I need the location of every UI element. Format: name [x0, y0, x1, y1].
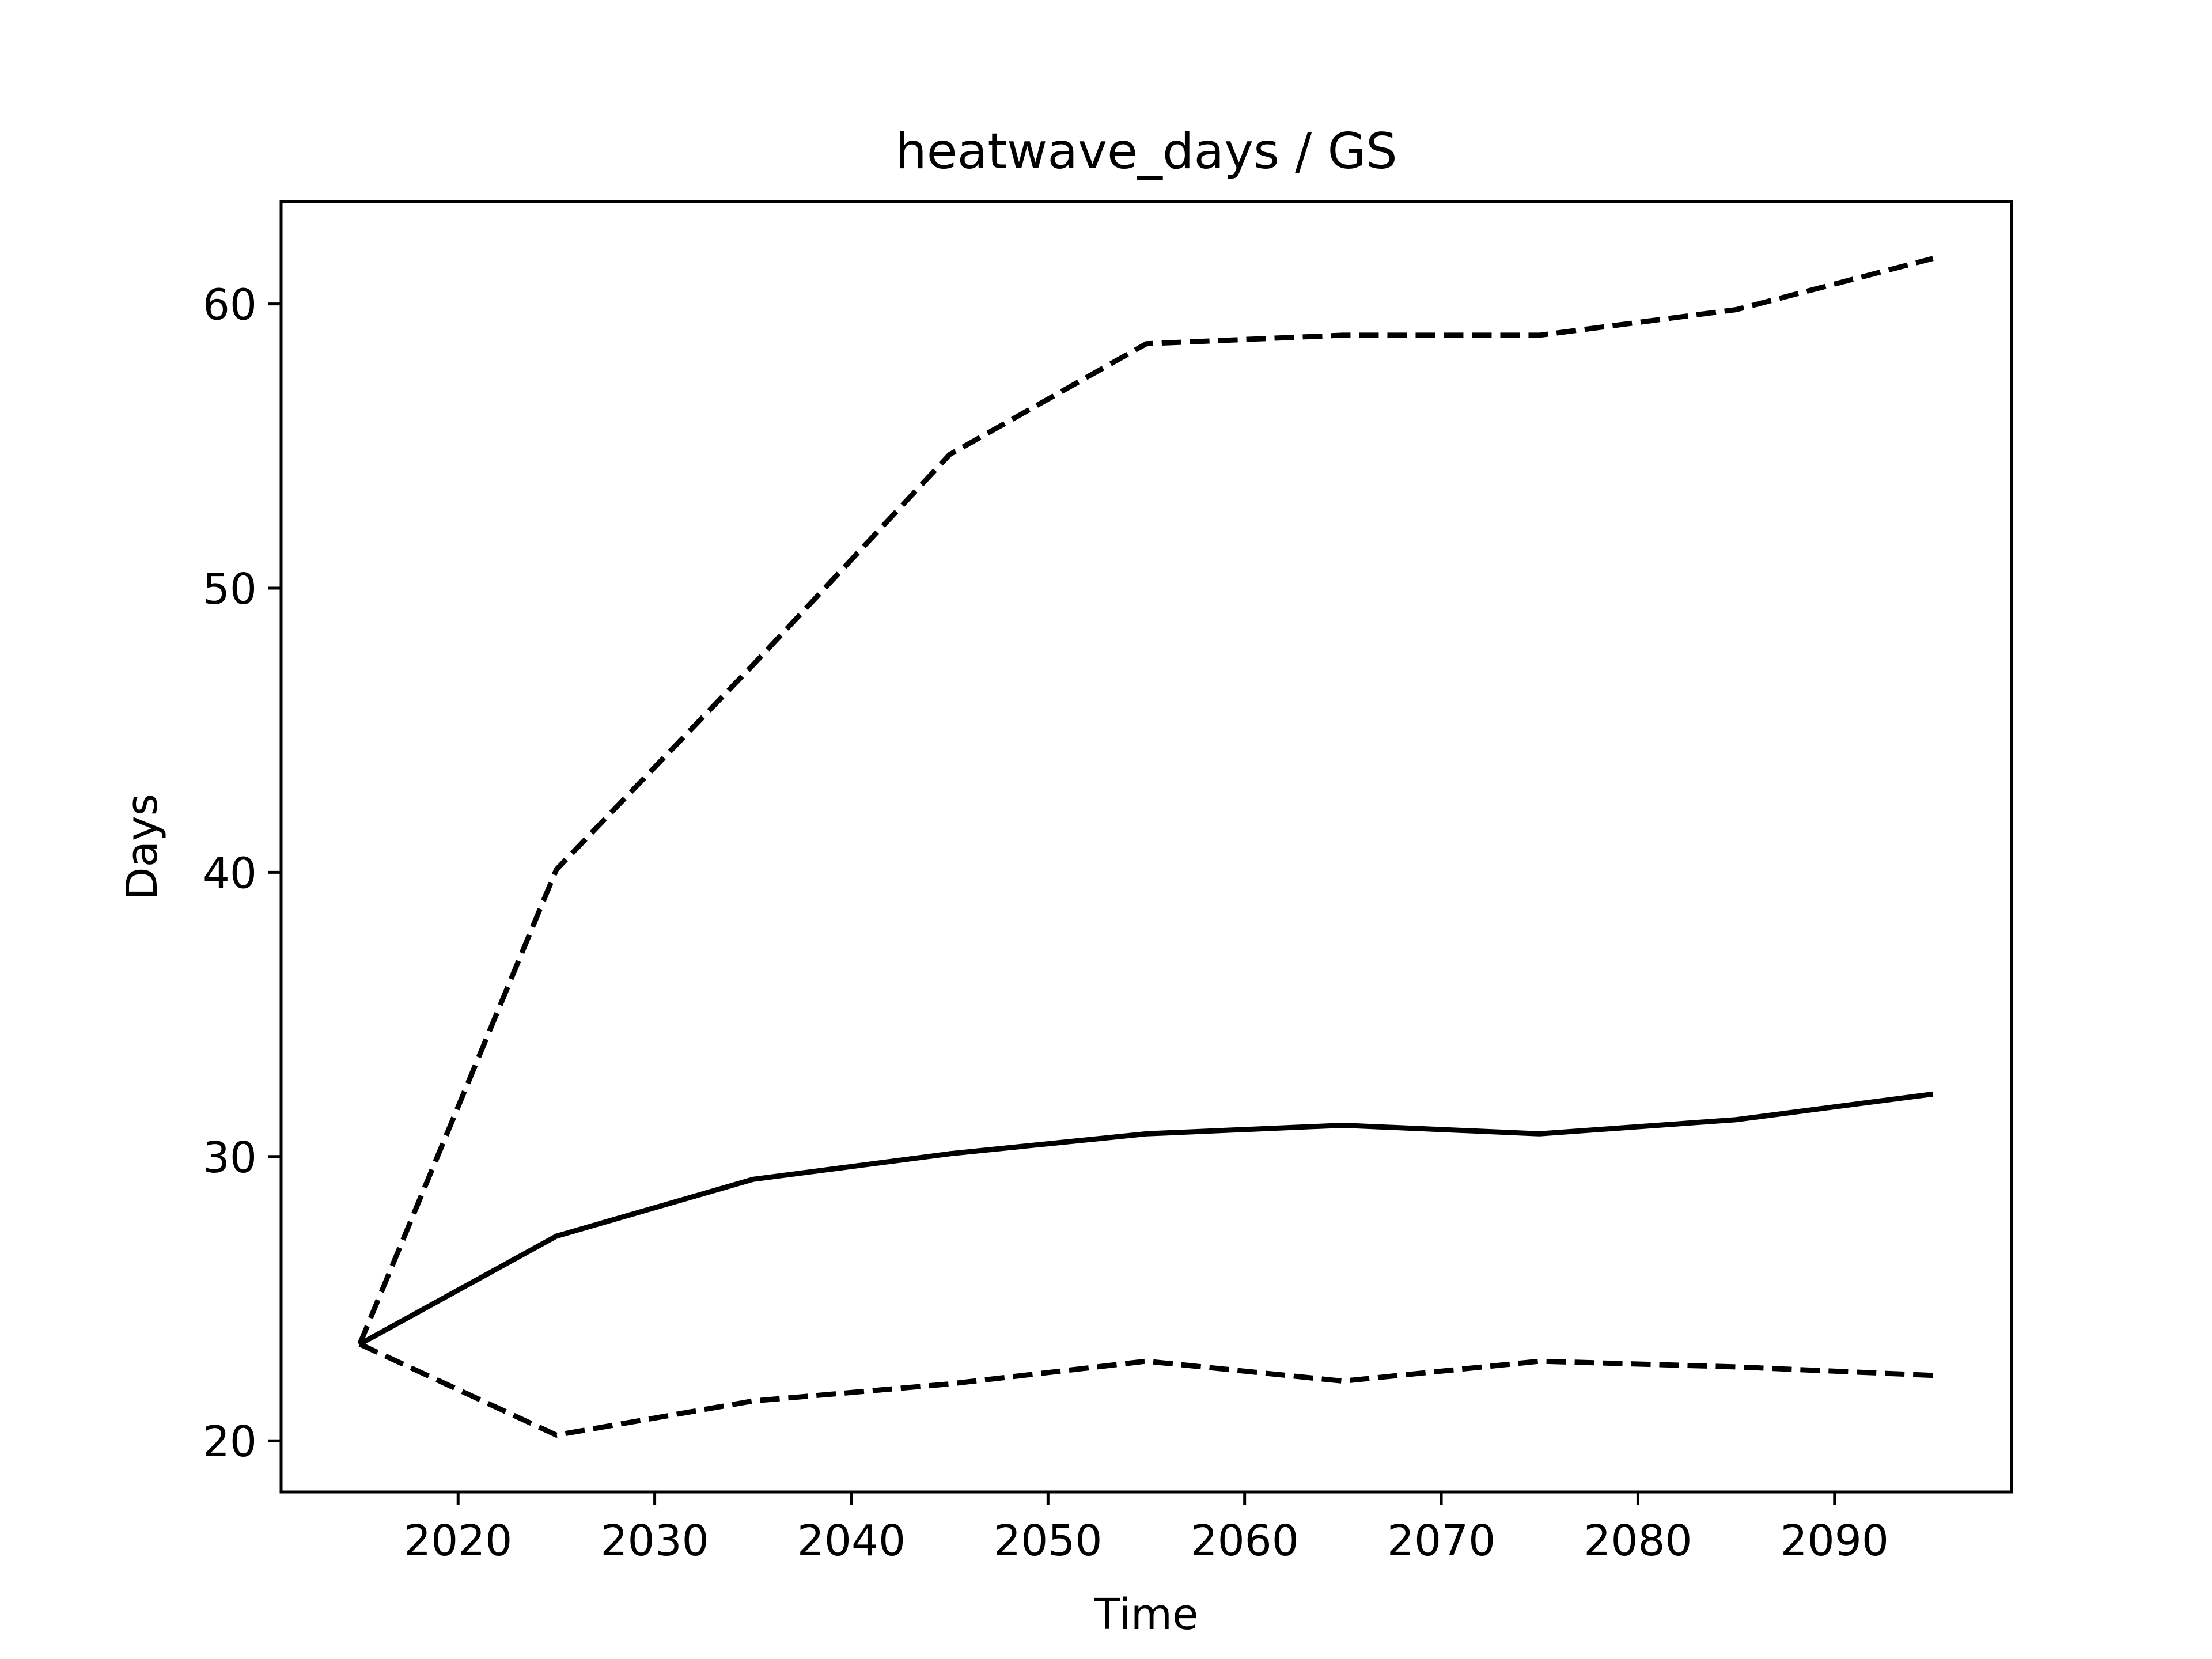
chart-title: heatwave_days / GS — [895, 123, 1397, 180]
x-axis: 2020 2030 2040 2050 2060 2070 2080 2090 — [404, 1492, 1889, 1566]
y-tick-label: 50 — [203, 565, 257, 614]
y-tick-label: 40 — [203, 849, 257, 898]
x-axis-label: Time — [1093, 1590, 1198, 1639]
x-tick-label: 2040 — [797, 1516, 906, 1566]
x-tick-label: 2080 — [1584, 1516, 1692, 1566]
axes-frame — [279, 200, 2013, 1494]
y-axis-label: Days — [118, 794, 167, 900]
y-axis: 20 30 40 50 60 — [203, 281, 281, 1467]
x-tick-label: 2070 — [1387, 1516, 1495, 1566]
x-tick-label: 2090 — [1781, 1516, 1889, 1566]
y-tick-label: 20 — [203, 1417, 257, 1467]
x-tick-label: 2030 — [600, 1516, 709, 1566]
y-tick-label: 30 — [203, 1133, 257, 1183]
x-tick-label: 2060 — [1191, 1516, 1299, 1566]
x-tick-label: 2050 — [994, 1516, 1102, 1566]
series-line-2 — [357, 256, 1934, 1346]
series-line-3 — [358, 1342, 1933, 1438]
plot-area — [357, 256, 1934, 1438]
x-tick-label: 2020 — [404, 1516, 512, 1566]
y-tick-label: 60 — [203, 281, 257, 330]
series-line-1 — [358, 1091, 1934, 1347]
